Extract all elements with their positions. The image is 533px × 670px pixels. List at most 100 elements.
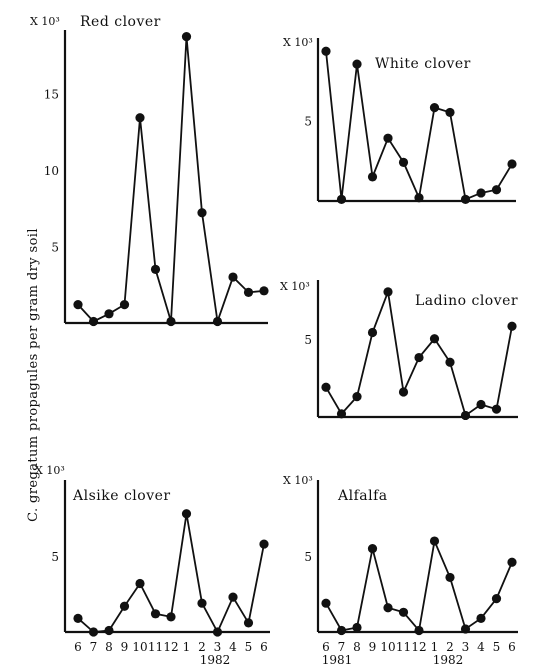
white-clover-series-line — [325, 51, 513, 201]
red-clover-y-tick-label: 10 — [44, 164, 59, 178]
alsike-clover-x-tick-label: 4 — [229, 640, 237, 654]
alfalfa-x-tick-label: 4 — [477, 640, 485, 654]
ladino-clover-data-point — [414, 352, 424, 363]
alsike-clover-data-point — [135, 578, 145, 589]
ladino-clover-data-point — [445, 357, 455, 367]
alfalfa-x-tick-label: 8 — [353, 640, 361, 654]
red-clover-data-point — [259, 286, 269, 296]
alfalfa-x-tick-label: 5 — [493, 640, 501, 654]
red-clover-data-point — [73, 300, 83, 310]
alfalfa-x-tick-label: 9 — [369, 640, 377, 654]
ladino-clover-data-point — [336, 409, 347, 419]
ladino-clover-data-point — [460, 410, 471, 421]
alsike-clover-x-tick-label: 3 — [214, 640, 222, 654]
red-clover-series — [73, 31, 269, 327]
alfalfa-data-point — [429, 536, 440, 546]
alfalfa-data-point — [321, 598, 331, 608]
white-clover-data-point — [460, 194, 471, 204]
ladino-clover-title: Ladino clover — [415, 293, 518, 309]
ladino-clover-data-point — [429, 334, 440, 344]
alfalfa-x-tick-label: 7 — [338, 640, 346, 654]
alfalfa-year-label-1981: 1981 — [322, 653, 353, 667]
white-clover-series — [321, 46, 517, 204]
alsike-clover-data-point — [119, 601, 130, 611]
alfalfa-y-ticks: 5 — [304, 550, 312, 564]
ladino-clover-data-point — [398, 387, 409, 397]
white-clover-data-point — [507, 159, 517, 169]
red-clover-data-point — [181, 31, 192, 42]
ladino-clover-data-point — [476, 399, 486, 410]
alfalfa-multiplier: X 10³ — [283, 474, 313, 487]
y-axis-label: C. gregatum propagules per gram dry soil — [26, 228, 41, 522]
alsike-clover-data-point — [104, 625, 114, 636]
alfalfa-x-tick-label: 2 — [446, 640, 454, 654]
alsike-clover-data-point — [166, 612, 176, 622]
alfalfa-x-tick-label: 3 — [462, 640, 470, 654]
alsike-clover-data-point — [197, 598, 207, 608]
ladino-clover-data-point — [491, 404, 502, 414]
alfalfa-x-tick-label: 6 — [322, 640, 330, 654]
alsike-clover-title: Alsike clover — [72, 488, 171, 504]
alfalfa-data-point — [336, 625, 347, 636]
white-clover-data-point — [414, 193, 424, 203]
white-clover-data-point — [491, 185, 502, 195]
alsike-clover-x-tick-label: 2 — [198, 640, 206, 654]
alsike-clover-panel: X 10³ Alsike clover 5 6 7 8 9 10 11 12 1 2 3 4 5 6 1… — [35, 464, 270, 667]
alsike-clover-data-point — [150, 609, 161, 619]
alsike-clover-x-tick-label: 10 — [132, 640, 147, 654]
alfalfa-title: Alfalfa — [337, 488, 388, 504]
alfalfa-data-point — [352, 622, 362, 633]
alsike-clover-data-point — [181, 509, 192, 519]
white-clover-data-point — [476, 188, 486, 198]
alsike-clover-data-point — [73, 613, 83, 623]
alsike-clover-x-tick-label: 8 — [105, 640, 113, 654]
alfalfa-data-point — [398, 607, 409, 617]
alfalfa-series — [321, 536, 517, 636]
ladino-clover-y-tick-label: 5 — [304, 333, 312, 347]
alsike-clover-data-point — [228, 592, 238, 602]
alsike-clover-x-tick-label: 6 — [260, 640, 268, 654]
white-clover-title: White clover — [375, 56, 471, 72]
white-clover-y-ticks: 5 — [304, 114, 312, 128]
red-clover-data-point — [166, 316, 176, 327]
alsike-clover-x-tick-label: 9 — [121, 640, 129, 654]
alsike-clover-x-tick-label: 5 — [245, 640, 253, 654]
alfalfa-data-point — [445, 572, 455, 583]
alfalfa-panel: X 10³ Alfalfa 5 6 7 8 9 10 11 12 1 2 3 4 5 6 1981 19… — [283, 474, 518, 667]
red-clover-data-point — [212, 316, 223, 327]
ladino-clover-y-ticks: 5 — [304, 333, 312, 347]
alfalfa-data-point — [491, 594, 502, 604]
white-clover-data-point — [367, 172, 378, 182]
alsike-clover-multiplier: X 10³ — [35, 464, 65, 477]
alsike-clover-data-point — [88, 627, 99, 637]
alfalfa-data-point — [507, 557, 517, 567]
red-clover-data-point — [104, 309, 114, 319]
ladino-clover-data-point — [321, 382, 331, 392]
alfalfa-data-point — [367, 544, 378, 554]
red-clover-panel: X 10³ Red clover 5 10 15 — [30, 14, 269, 327]
white-clover-data-point — [321, 46, 331, 56]
alfalfa-data-point — [460, 624, 471, 634]
red-clover-data-point — [135, 113, 145, 123]
white-clover-data-point — [445, 107, 455, 118]
red-clover-y-tick-label: 5 — [51, 240, 59, 254]
ladino-clover-data-point — [352, 392, 362, 402]
ladino-clover-data-point — [383, 287, 393, 297]
alfalfa-data-point — [414, 625, 424, 636]
alsike-clover-x-ticks: 6 7 8 9 10 11 12 1 2 3 4 5 6 — [74, 640, 268, 654]
alsike-clover-y-ticks: 5 — [51, 550, 59, 564]
alfalfa-data-point — [383, 603, 393, 613]
alfalfa-x-tick-label: 10 — [380, 640, 395, 654]
alsike-clover-x-tick-label: 12 — [163, 640, 178, 654]
white-clover-data-point — [383, 133, 393, 143]
alfalfa-data-point — [476, 613, 486, 623]
alfalfa-x-tick-label: 12 — [411, 640, 426, 654]
alsike-clover-x-tick-label: 1 — [183, 640, 191, 654]
alfalfa-x-tick-label: 6 — [508, 640, 516, 654]
white-clover-data-point — [429, 102, 440, 113]
alsike-clover-x-tick-label: 6 — [74, 640, 82, 654]
red-clover-y-ticks: 5 10 15 — [44, 87, 59, 254]
alsike-clover-data-point — [212, 627, 223, 637]
alfalfa-y-tick-label: 5 — [304, 550, 312, 564]
